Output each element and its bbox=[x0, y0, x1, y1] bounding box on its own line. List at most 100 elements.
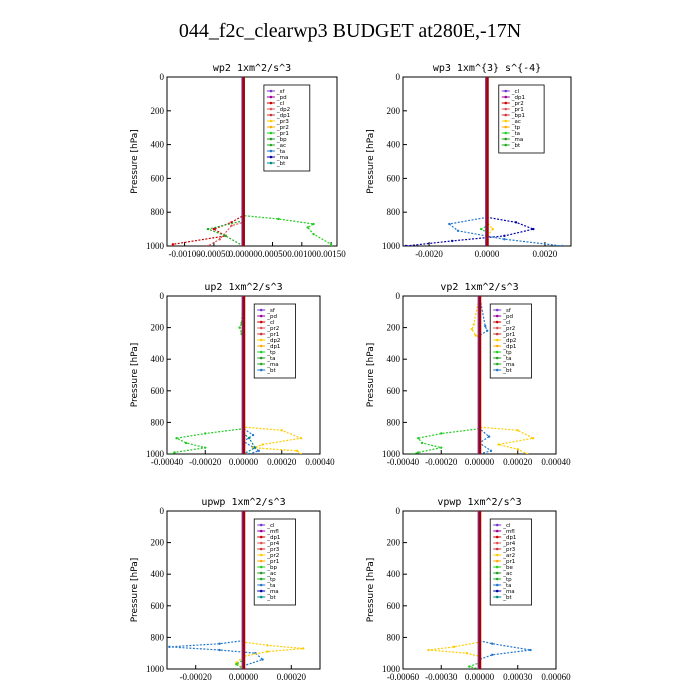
legend-entry: _pr3 bbox=[276, 119, 290, 125]
series-line bbox=[207, 77, 244, 246]
legend-entry: _bp bbox=[266, 565, 277, 571]
data-point bbox=[472, 323, 475, 326]
legend-marker bbox=[259, 595, 263, 599]
legend-marker bbox=[504, 95, 508, 99]
data-point bbox=[306, 226, 309, 229]
legend-marker bbox=[495, 344, 499, 348]
legend-entry: _bt bbox=[266, 368, 276, 374]
plot-frame bbox=[166, 76, 338, 247]
y-tick-label: 0 bbox=[396, 72, 401, 82]
legend-marker bbox=[269, 131, 273, 135]
x-tick-label: 0.00060 bbox=[541, 672, 571, 682]
x-tick-label: 0.00000 bbox=[229, 457, 259, 467]
legend-marker bbox=[259, 314, 263, 318]
data-point bbox=[238, 326, 241, 329]
legend-marker bbox=[259, 308, 263, 312]
data-point bbox=[312, 222, 315, 226]
y-tick-label: 1000 bbox=[382, 664, 401, 674]
data-point bbox=[440, 446, 443, 449]
data-point bbox=[280, 429, 283, 432]
series-line bbox=[205, 77, 244, 246]
legend-entry: _be bbox=[502, 565, 513, 571]
legend-marker bbox=[259, 362, 263, 366]
data-point bbox=[474, 334, 477, 337]
legend-entry: _pr1 bbox=[511, 107, 524, 113]
y-tick-label: 600 bbox=[387, 173, 401, 183]
legend-entry: _ma bbox=[502, 362, 514, 368]
legend-entry: _ac bbox=[276, 143, 286, 149]
legend-marker bbox=[269, 89, 273, 93]
legend-marker bbox=[259, 583, 263, 587]
legend-marker bbox=[259, 523, 263, 527]
x-tick-label: -0.00040 bbox=[387, 457, 420, 467]
data-point bbox=[491, 653, 494, 656]
series-line bbox=[242, 296, 261, 454]
data-point bbox=[526, 452, 529, 454]
legend-entry: _dp1 bbox=[276, 113, 290, 119]
x-tick-label: 0.00000 bbox=[229, 249, 259, 259]
data-point bbox=[489, 449, 493, 453]
data-point bbox=[312, 232, 315, 236]
legend-entry: _pr2 bbox=[276, 125, 289, 131]
legend-marker bbox=[259, 332, 263, 336]
y-tick-label: 0 bbox=[160, 72, 165, 82]
legend-marker bbox=[504, 119, 508, 123]
y-tick-label: 400 bbox=[151, 354, 165, 364]
legend-entry: _bt bbox=[502, 595, 512, 601]
data-point bbox=[204, 446, 207, 449]
data-point bbox=[329, 244, 333, 246]
data-point bbox=[218, 238, 221, 241]
y-tick-label: 600 bbox=[151, 173, 165, 183]
legend-entry: _bt bbox=[276, 161, 286, 167]
legend-marker bbox=[269, 137, 273, 141]
legend-entry: _ac bbox=[511, 119, 521, 125]
data-point bbox=[417, 437, 420, 440]
y-tick-label: 1000 bbox=[382, 449, 401, 459]
legend-marker bbox=[495, 565, 499, 569]
legend-entry: _pr1 bbox=[276, 131, 289, 137]
data-point bbox=[468, 665, 471, 668]
data-point bbox=[224, 234, 227, 238]
legend-marker bbox=[495, 553, 499, 557]
x-tick-label: 0.00040 bbox=[541, 457, 571, 467]
legend-entry: _pr3 bbox=[266, 547, 280, 553]
legend-marker bbox=[495, 326, 499, 330]
legend-entry: _dp2 bbox=[502, 338, 516, 344]
y-tick-label: 400 bbox=[151, 569, 165, 579]
legend-marker bbox=[504, 113, 508, 117]
data-point bbox=[184, 441, 188, 445]
legend-marker bbox=[259, 368, 263, 372]
data-point bbox=[230, 224, 233, 227]
legend-marker bbox=[495, 350, 499, 354]
legend-marker bbox=[495, 338, 499, 342]
y-tick-label: 600 bbox=[151, 601, 165, 611]
legend-entry: _ma bbox=[502, 589, 514, 595]
x-tick-label: -0.00060 bbox=[387, 672, 420, 682]
legend-marker bbox=[269, 125, 273, 129]
chart-panel-6: vpwp 1xm^2/s^3 Pressure [hPa] 0 200 400 600 80… bbox=[366, 497, 571, 682]
y-axis-label: Pressure [hPa] bbox=[130, 558, 140, 623]
legend-marker bbox=[504, 101, 508, 105]
legend-marker bbox=[495, 368, 499, 372]
chart-title: vpwp 1xm^2/s^3 bbox=[437, 497, 521, 508]
y-tick-label: 800 bbox=[151, 632, 165, 642]
legend-marker bbox=[259, 344, 263, 348]
legend-entry: _dp1 bbox=[266, 344, 280, 350]
data-point bbox=[420, 441, 424, 445]
data-point bbox=[448, 222, 451, 226]
x-tick-label: 0.0000 bbox=[475, 249, 500, 259]
legend-marker bbox=[495, 320, 499, 324]
data-point bbox=[329, 243, 333, 246]
y-tick-label: 600 bbox=[387, 601, 401, 611]
data-point bbox=[173, 451, 176, 454]
legend-marker bbox=[495, 571, 499, 575]
legend-entry: _pr2 bbox=[266, 326, 279, 332]
y-tick-label: 0 bbox=[396, 506, 401, 516]
legend-marker bbox=[495, 559, 499, 563]
data-point bbox=[257, 449, 260, 453]
chart-title: up2 1xm^2/s^3 bbox=[204, 282, 282, 293]
data-point bbox=[451, 239, 454, 243]
data-point bbox=[212, 227, 216, 231]
series-tp bbox=[168, 511, 264, 669]
legend-entry: _pd bbox=[266, 314, 277, 320]
